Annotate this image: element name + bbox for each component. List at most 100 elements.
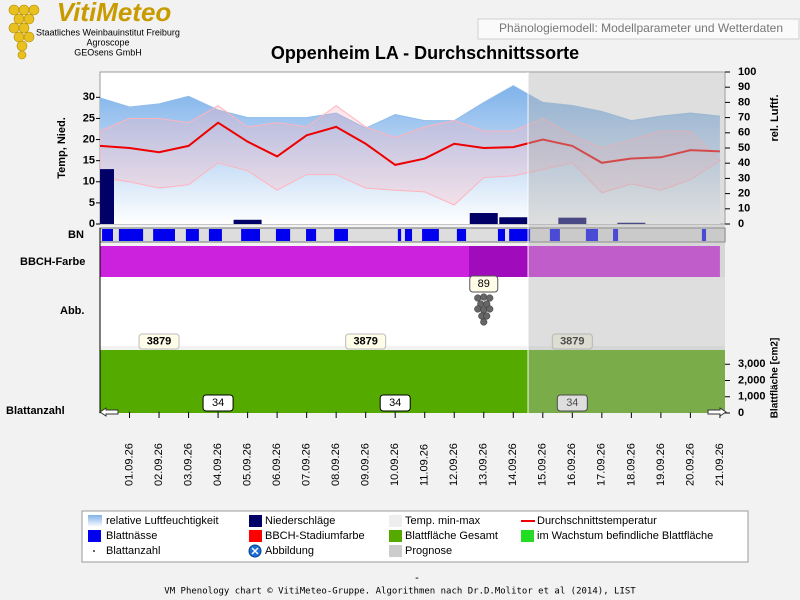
institution: Staatliches Weinbauinstitut Freiburg xyxy=(36,27,180,37)
stage-box xyxy=(469,275,499,293)
x-tick-label: 15.09.26 xyxy=(537,443,549,486)
precipitation-bar xyxy=(558,217,587,224)
leaf-count-point xyxy=(364,411,367,414)
leaf-count-point xyxy=(158,411,160,414)
x-tick-label: 12.09.26 xyxy=(448,443,460,486)
leaf-count-label: 34 xyxy=(212,397,224,409)
leaf-wetness xyxy=(334,229,348,241)
precipitation-bar xyxy=(499,217,528,224)
humidity-line xyxy=(100,85,720,129)
legend-label: relative Luftfeuchtigkeit xyxy=(106,515,219,527)
leaf-count-point xyxy=(276,411,278,414)
leaf-count-point xyxy=(128,411,131,414)
leaf-wetness xyxy=(497,229,506,241)
y-tick-label: 20 xyxy=(83,133,95,145)
y2-tick-label: 0 xyxy=(738,218,744,230)
humidity-area xyxy=(100,85,720,224)
logo: VitiMeteo xyxy=(57,0,172,27)
x-tick-label: 11.09.26 xyxy=(419,444,431,486)
y-tick-label: 10 xyxy=(83,176,95,188)
grape-berry xyxy=(486,305,494,313)
y2-tick-label: 20 xyxy=(738,188,750,200)
y-tick-label: 25 xyxy=(83,112,95,124)
arrow xyxy=(707,407,727,417)
x-tick-label: 14.09.26 xyxy=(507,443,519,486)
leaf-area-tick-label: 2,000 xyxy=(738,374,766,386)
bbch-segment xyxy=(469,246,529,277)
leaf-wetness xyxy=(701,229,707,241)
leaf-count-point xyxy=(571,411,574,414)
x-tick-label: 16.09.26 xyxy=(566,443,578,486)
leaf-count-point xyxy=(689,411,692,414)
bbch-segment xyxy=(528,246,720,277)
footer-mark: - xyxy=(415,572,419,584)
leaf-count-point xyxy=(394,411,397,414)
grape-berry xyxy=(483,312,491,320)
grape-berry xyxy=(474,305,482,313)
x-tick-label: 08.09.26 xyxy=(330,443,342,486)
legend-label: Durchschnittstemperatur xyxy=(537,515,657,527)
y2-tick-label: 60 xyxy=(738,127,750,139)
leaf-wetness xyxy=(102,229,113,241)
y2-tick-label: 100 xyxy=(738,66,756,78)
picture-panel xyxy=(100,277,725,346)
x-tick-label: 04.09.26 xyxy=(212,443,224,486)
leaf-area-label-box xyxy=(551,333,593,350)
chart-title: Oppenheim LA - Durchschnittssorte xyxy=(271,43,579,63)
leaf-area-label-box xyxy=(345,333,387,350)
institution: GEOsens GmbH xyxy=(74,47,142,57)
legend-label: Abbildung xyxy=(265,545,314,557)
leaf-area-tick-label: 0 xyxy=(738,407,744,419)
legend-label: Blattanzahl xyxy=(106,545,160,557)
grape-berry xyxy=(474,294,482,302)
logo-grapes xyxy=(8,4,40,60)
leaf-count-point xyxy=(335,411,337,414)
grape-picture xyxy=(474,293,494,326)
leaf-area-label: 3879 xyxy=(560,335,584,347)
precipitation-bar xyxy=(617,222,646,224)
leaf-wetness xyxy=(585,229,599,241)
grape-berry xyxy=(486,294,494,302)
legend-swatch xyxy=(251,547,259,555)
x-tick-label: 03.09.26 xyxy=(182,443,194,486)
leaf-wetness xyxy=(185,229,199,241)
leaf-count-point xyxy=(187,411,190,414)
row-label: Blattanzahl xyxy=(6,405,65,417)
legend-label: im Wachstum befindliche Blattfläche xyxy=(537,530,713,542)
leaf-wetness xyxy=(397,229,402,241)
x-tick-label: 07.09.26 xyxy=(301,443,313,486)
x-tick-label: 10.09.26 xyxy=(389,443,401,486)
leaf-count-point xyxy=(453,411,456,414)
row-label: BBCH-Farbe xyxy=(20,256,85,268)
leaf-wetness xyxy=(208,229,222,241)
legend-swatch xyxy=(88,515,102,527)
legend-label: Prognose xyxy=(405,545,452,557)
y2-tick-label: 30 xyxy=(738,172,750,184)
leaf-wetness xyxy=(306,229,317,241)
legend-swatch xyxy=(389,530,402,542)
grape-berry xyxy=(480,318,488,326)
x-tick-label: 20.09.26 xyxy=(684,443,696,486)
x-tick-label: 17.09.26 xyxy=(596,443,608,486)
legend-swatch xyxy=(389,545,402,557)
stage-label: 89 xyxy=(478,278,490,290)
forecast-region xyxy=(528,72,725,413)
leaf-count-point xyxy=(482,411,485,414)
leaf-count-label-box xyxy=(379,394,411,412)
x-tick-label: 05.09.26 xyxy=(242,443,254,486)
leaf-area-label-box xyxy=(138,333,180,350)
leaf-wetness xyxy=(404,229,413,241)
grape-berry xyxy=(480,306,488,314)
leaf-count-label-box xyxy=(556,394,588,412)
x-tick-label: 19.09.26 xyxy=(655,443,667,486)
leaf-count-label: 34 xyxy=(566,397,578,409)
leaf-count-point xyxy=(246,411,249,414)
precipitation-bar xyxy=(100,169,114,224)
y2-tick-label: 40 xyxy=(738,157,750,169)
legend-swatch xyxy=(389,515,402,527)
x-tick-label: 21.09.26 xyxy=(714,443,726,486)
x-tick-label: 06.09.26 xyxy=(271,443,283,486)
precipitation-bar xyxy=(233,219,262,224)
